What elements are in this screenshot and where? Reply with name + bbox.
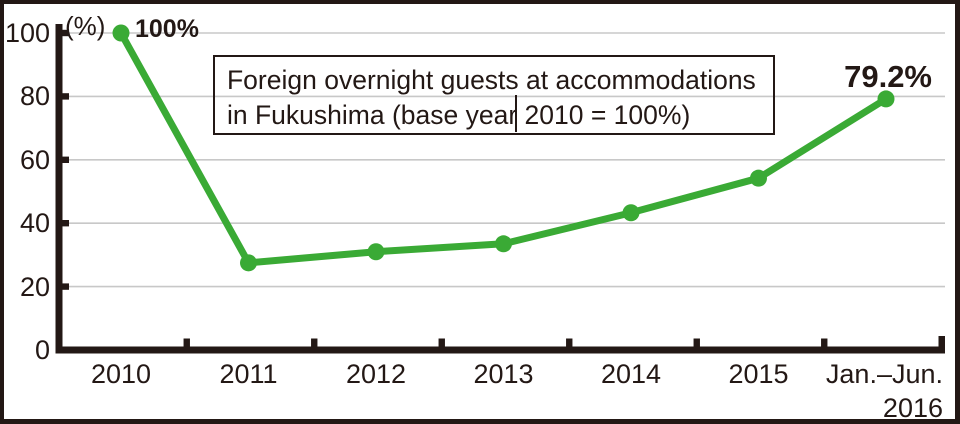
x-axis (55, 346, 945, 354)
chart-title-line2: in Fukushima (base year 2010 = 100%) (227, 100, 691, 130)
x-axis-category-label: 2014 (600, 359, 662, 389)
y-axis-tick-label: 20 (19, 271, 50, 302)
x-axis-tick (311, 338, 318, 347)
data-point (112, 24, 130, 42)
chart-title-box: Foreign overnight guests at accommodatio… (213, 55, 775, 135)
data-point (495, 235, 512, 253)
x-axis-tick (693, 338, 700, 347)
y-axis-tick (62, 29, 69, 37)
y-axis (55, 24, 63, 354)
y-axis-tick (62, 220, 69, 227)
x-axis-category-label: 2012 (345, 359, 407, 389)
y-axis-tick (62, 156, 69, 163)
x-axis-tick (438, 338, 445, 347)
y-axis-tick-label: 80 (19, 81, 50, 112)
data-point (750, 169, 767, 187)
x-axis-category-label: 2015 (728, 359, 789, 389)
start-value-annotation: 100% (135, 15, 199, 43)
end-value-annotation: 79.2% (844, 59, 932, 94)
x-axis-tick (183, 338, 190, 347)
y-axis-tick-label: 0 (34, 335, 50, 365)
x-axis-category-label: Jan.–Jun. 2016 (825, 359, 943, 423)
y-axis-tick-label: 40 (19, 208, 50, 239)
y-axis-tick (62, 93, 69, 100)
x-axis-category-label: 2011 (219, 359, 278, 389)
data-point (622, 204, 640, 222)
x-axis-category-label: 2013 (473, 359, 534, 389)
x-axis-end-tick (938, 336, 945, 347)
chart-title-line1: Foreign overnight guests at accommodatio… (227, 65, 756, 95)
data-point (367, 243, 385, 261)
x-axis-category-label: 2010 (90, 359, 152, 389)
x-axis-tick (566, 338, 573, 347)
data-point (240, 254, 257, 272)
y-axis-unit-label: (%) (65, 11, 106, 41)
y-axis-tick-label: 60 (19, 144, 50, 175)
data-point (877, 90, 895, 108)
x-axis-tick (821, 338, 828, 347)
y-axis-tick-label: 100 (4, 18, 50, 48)
stray-cursor-mark (515, 95, 517, 132)
y-axis-tick (62, 283, 69, 290)
